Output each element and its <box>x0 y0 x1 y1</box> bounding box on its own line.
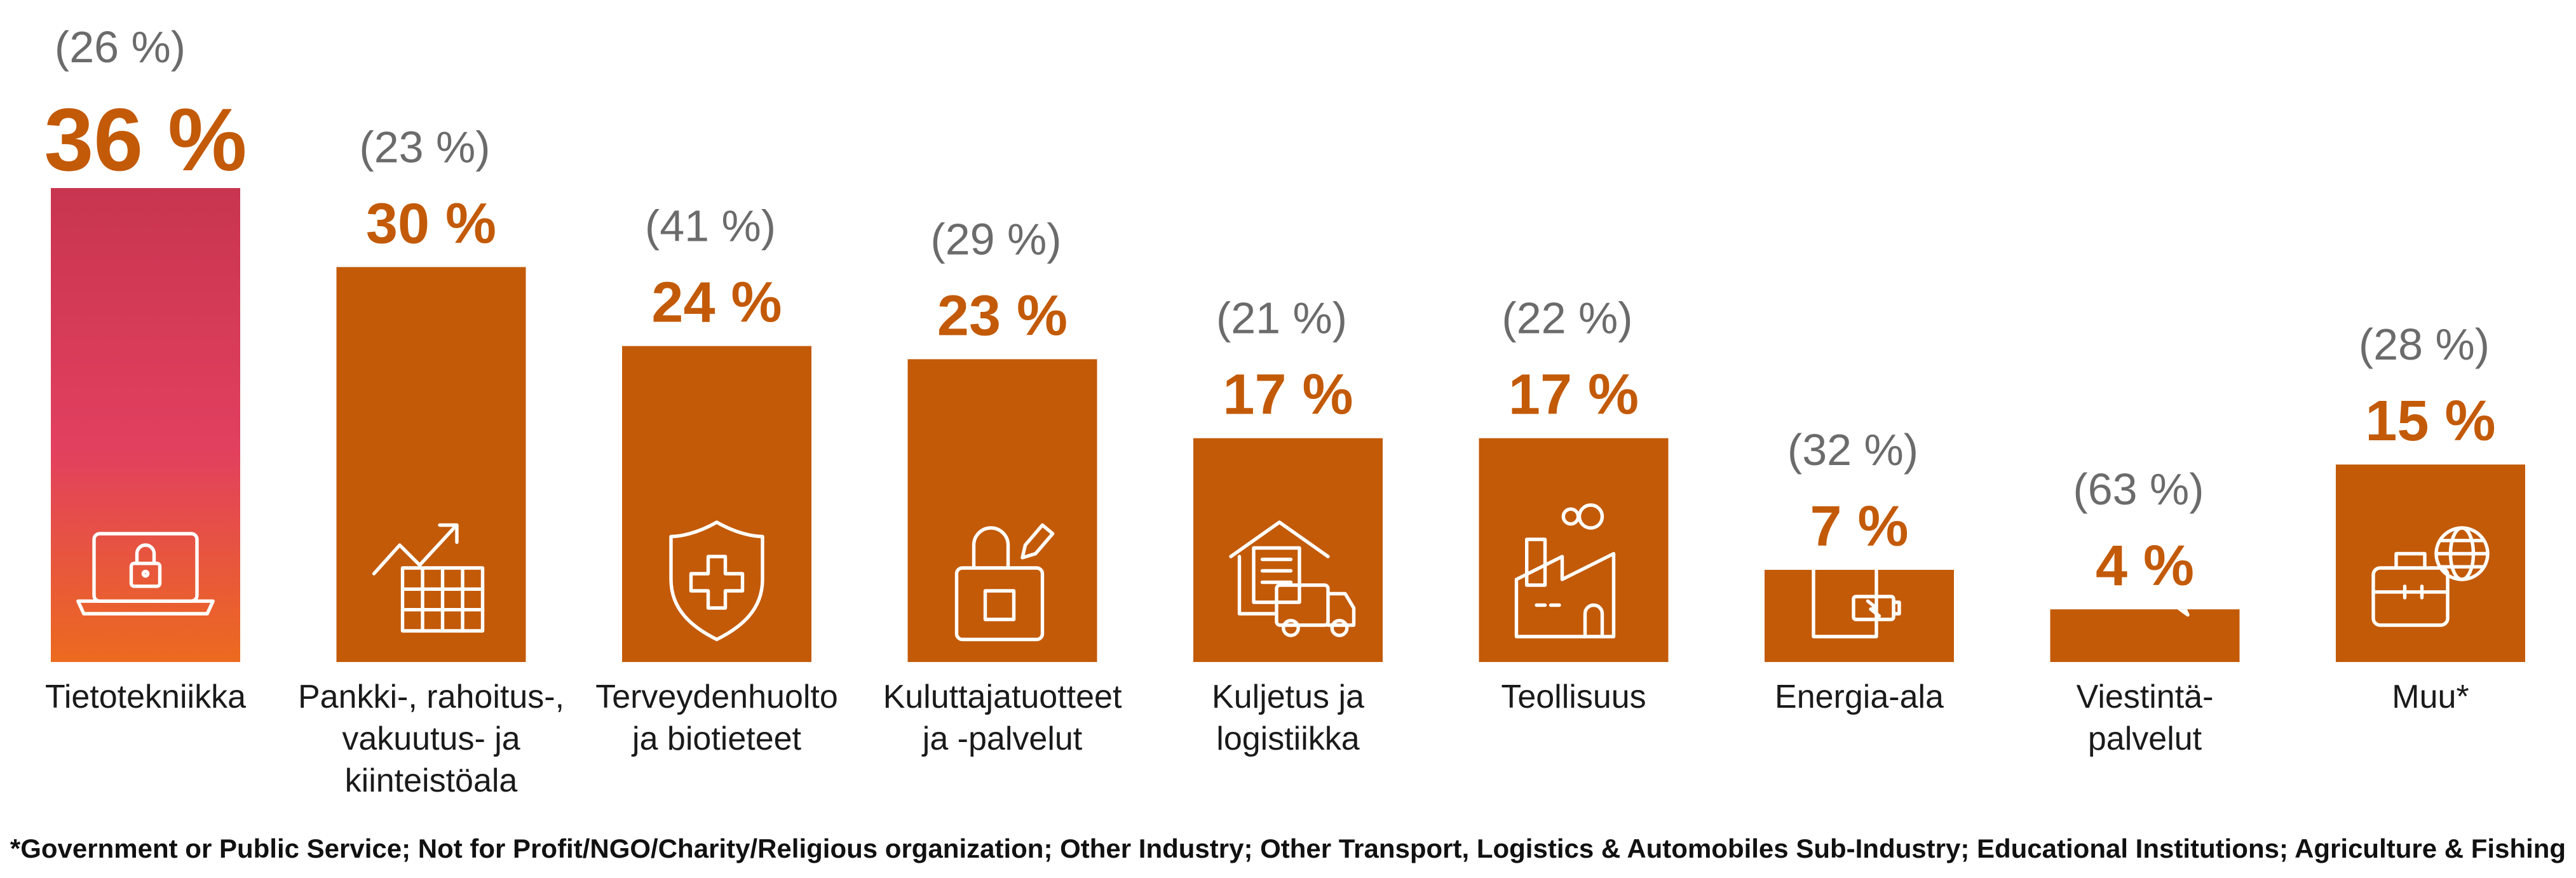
growth-chart-icon <box>372 523 485 633</box>
category-label-9: Muu* <box>2392 679 2469 715</box>
value-label-8: 4 % <box>2096 534 2194 598</box>
briefcase-globe-icon <box>2371 526 2490 627</box>
category-label-1: Tietotekniikka <box>45 679 246 715</box>
value-label-7: 7 % <box>1810 495 1908 558</box>
bar-4 <box>907 359 1097 662</box>
bar-7 <box>1765 569 1954 662</box>
category-label-3: Terveydenhuolto ja biotieteet <box>595 679 838 757</box>
previous-label-5: (21 %) <box>1216 294 1347 343</box>
value-label-6: 17 % <box>1508 363 1639 427</box>
bar-1 <box>51 188 240 662</box>
value-label-4: 23 % <box>937 284 1068 348</box>
previous-label-2: (23 %) <box>359 122 490 172</box>
medical-shield-icon <box>669 520 764 642</box>
chat-bubbles-icon <box>2177 609 2190 617</box>
previous-label-1: (26 %) <box>55 22 186 72</box>
previous-label-8: (63 %) <box>2073 464 2204 514</box>
value-label-5: 17 % <box>1223 363 1353 427</box>
category-label-8: Viestintä-palvelut <box>2077 679 2214 757</box>
factory-icon <box>1514 503 1616 638</box>
previous-label-3: (41 %) <box>645 201 776 251</box>
previous-label-6: (22 %) <box>1502 294 1632 343</box>
previous-label-9: (28 %) <box>2359 320 2490 369</box>
footnote: *Government or Public Service; Not for P… <box>10 834 2566 863</box>
bar-8 <box>2050 609 2240 662</box>
shopping-bag-icon <box>954 523 1055 642</box>
category-label-6: Teollisuus <box>1501 679 1646 715</box>
bar-6 <box>1479 438 1669 662</box>
category-label-4: Kuluttajatuotteet ja -palvelut <box>883 679 1122 757</box>
bar-9 <box>2336 464 2525 662</box>
value-label-2: 30 % <box>366 192 496 255</box>
value-label-9: 15 % <box>2365 389 2495 453</box>
value-label-1: 36 % <box>44 90 247 189</box>
value-label-3: 24 % <box>651 271 782 335</box>
previous-label-4: (29 %) <box>930 214 1061 264</box>
category-label-2: Pankki-, rahoitus-, vakuutus- ja kiinteist… <box>298 679 564 799</box>
delivery-truck-icon <box>1229 520 1356 637</box>
bar-2 <box>336 267 526 662</box>
bar-3 <box>622 346 811 662</box>
category-label-5: Kuljetus ja logistiikka <box>1212 679 1364 757</box>
bar-5 <box>1193 438 1383 662</box>
previous-label-7: (32 %) <box>1787 425 1918 475</box>
category-label-7: Energia-ala <box>1775 679 1944 715</box>
energy-battery-icon <box>1812 569 1901 638</box>
laptop-lock-icon <box>76 532 215 616</box>
